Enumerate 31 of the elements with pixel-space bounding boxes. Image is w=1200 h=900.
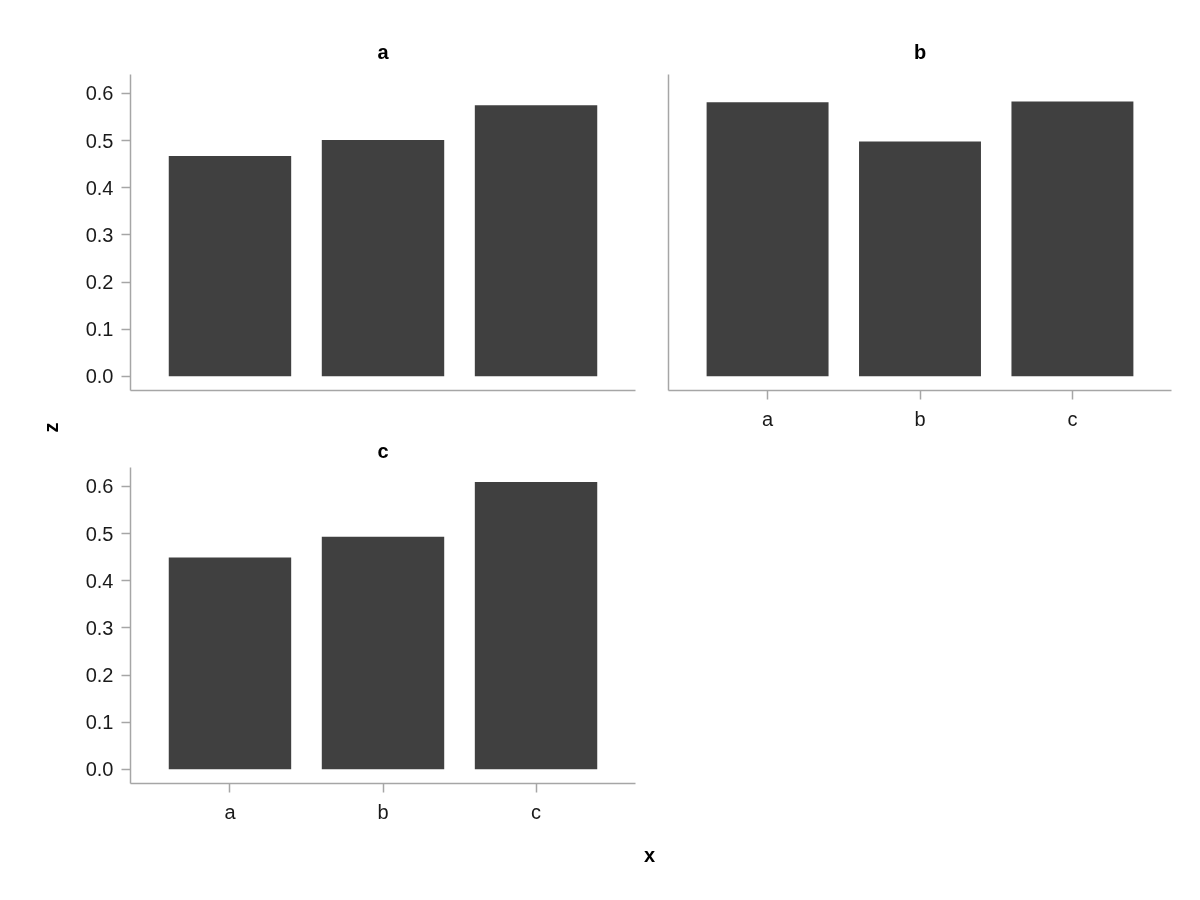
y-tick-label: 0.3 bbox=[85, 223, 114, 246]
y-tick-label: 0.5 bbox=[85, 129, 114, 152]
bar bbox=[168, 156, 292, 377]
x-tick-label: b bbox=[377, 800, 389, 823]
y-tick-label: 0.5 bbox=[85, 522, 114, 545]
y-tick-label: 0.4 bbox=[85, 569, 114, 592]
y-tick-label: 0.4 bbox=[85, 176, 114, 199]
y-tick-label: 0.2 bbox=[85, 271, 114, 294]
chart-title: b bbox=[913, 40, 927, 63]
bar bbox=[321, 140, 445, 377]
y-tick-label: 0.2 bbox=[85, 664, 114, 687]
y-tick-label: 0.6 bbox=[85, 82, 114, 105]
x-tick-label: a bbox=[762, 407, 775, 430]
chart-title: a bbox=[377, 40, 390, 63]
x-axis-title: x bbox=[643, 843, 656, 866]
bar bbox=[168, 557, 292, 770]
bar bbox=[321, 536, 445, 770]
y-axis-title: z bbox=[39, 422, 62, 433]
y-tick-label: 0.0 bbox=[85, 758, 114, 781]
bar bbox=[474, 105, 598, 377]
chart-title: c bbox=[377, 440, 389, 462]
y-tick-label: 0.6 bbox=[85, 475, 114, 498]
y-tick-label: 0.0 bbox=[85, 365, 114, 388]
bar bbox=[474, 482, 598, 770]
y-tick-label: 0.1 bbox=[85, 711, 114, 734]
x-tick-label: c bbox=[531, 800, 542, 823]
x-tick-label: b bbox=[914, 407, 926, 430]
x-tick-label: c bbox=[1067, 407, 1078, 430]
y-tick-label: 0.3 bbox=[85, 616, 114, 639]
y-tick-label: 0.1 bbox=[85, 318, 114, 341]
x-tick-label: a bbox=[224, 800, 237, 823]
